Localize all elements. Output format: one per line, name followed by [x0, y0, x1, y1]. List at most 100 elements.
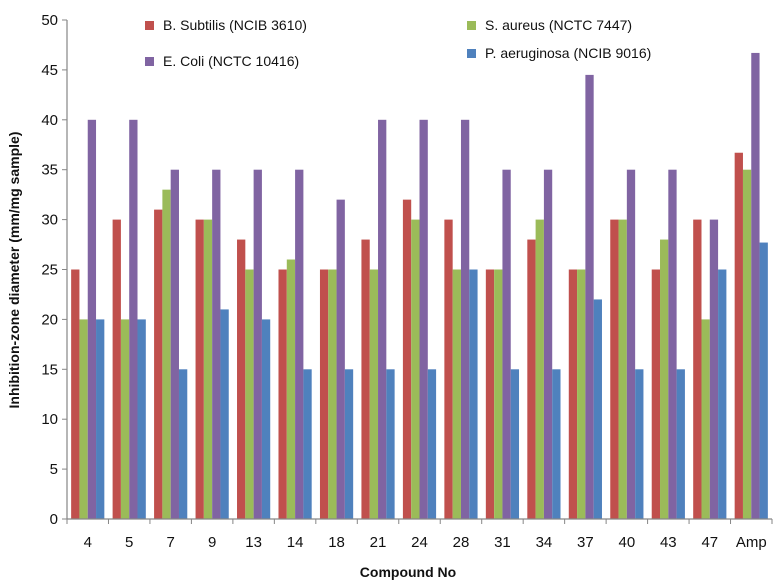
- bar-e-34: [543, 169, 553, 519]
- bar-b-24: [402, 199, 412, 519]
- bar-p-5: [137, 319, 146, 519]
- legend-label: B. Subtilis (NCIB 3610): [163, 17, 307, 33]
- bar-s-21: [369, 269, 379, 519]
- bar-b-28: [444, 219, 453, 519]
- bar-b-amp: [734, 152, 743, 520]
- bar-s-18: [328, 269, 337, 519]
- x-tick-label: 47: [701, 534, 718, 551]
- bar-e-47: [709, 219, 719, 519]
- x-tick-label: 40: [619, 534, 636, 551]
- bar-e-21: [378, 119, 387, 520]
- bar-p-7: [178, 369, 188, 519]
- bar-s-31: [494, 269, 503, 519]
- bar-p-47: [718, 269, 727, 519]
- bar-b-40: [610, 219, 619, 519]
- legend-item: E. Coli (NCTC 10416): [145, 53, 299, 69]
- bar-b-37: [568, 269, 578, 519]
- y-tick-label: 50: [41, 12, 58, 29]
- bar-b-13: [237, 239, 246, 519]
- bar-p-24: [427, 369, 437, 519]
- bar-e-28: [460, 119, 470, 520]
- bar-b-5: [112, 219, 121, 519]
- bar-s-34: [535, 219, 544, 519]
- bar-s-40: [618, 219, 627, 519]
- bar-e-37: [585, 74, 594, 519]
- x-tick-label: 34: [536, 534, 553, 551]
- x-tick-label: 21: [370, 534, 387, 551]
- x-tick-label: 9: [208, 534, 216, 551]
- y-axis-title: Inhibition-zone diameter (mm/mg sample): [6, 132, 22, 409]
- legend: B. Subtilis (NCIB 3610) S. aureus (NCTC 7…: [145, 17, 651, 69]
- bar-s-24: [411, 219, 420, 519]
- y-tick-label: 25: [41, 262, 58, 279]
- x-axis-title: Compound No: [360, 564, 456, 580]
- legend-item: B. Subtilis (NCIB 3610): [145, 17, 307, 33]
- legend-label: S. aureus (NCTC 7447): [485, 17, 632, 33]
- x-tick-label: 31: [494, 534, 511, 551]
- bar-e-31: [502, 169, 511, 519]
- bar-p-14: [303, 369, 312, 519]
- y-tick-label: 35: [41, 162, 58, 179]
- bar-e-24: [419, 119, 428, 520]
- x-tick-label: 24: [411, 534, 428, 551]
- x-tick-label: 13: [245, 534, 262, 551]
- bar-s-47: [701, 319, 710, 519]
- bar-p-37: [593, 299, 602, 519]
- legend-swatch: [145, 57, 154, 66]
- bar-s-37: [577, 269, 586, 519]
- bar-p-13: [261, 319, 271, 519]
- x-tick-label: Amp: [736, 534, 767, 551]
- y-tick-label: 45: [41, 62, 58, 79]
- bar-e-40: [626, 169, 636, 519]
- y-tick-label: 15: [41, 361, 58, 378]
- bar-e-amp: [751, 52, 760, 520]
- bar-s-amp: [742, 169, 752, 519]
- bar-e-9: [212, 169, 221, 519]
- legend-item: P. aeruginosa (NCIB 9016): [467, 45, 651, 61]
- legend-label: E. Coli (NCTC 10416): [163, 53, 299, 69]
- y-tick-label: 40: [41, 112, 58, 129]
- y-tick-label: 30: [41, 212, 58, 229]
- bar-e-7: [170, 169, 179, 519]
- x-tick-label: 43: [660, 534, 677, 551]
- bar-e-13: [253, 169, 262, 519]
- x-tick-label: 28: [453, 534, 470, 551]
- bar-b-14: [278, 269, 287, 519]
- bar-b-7: [154, 209, 163, 519]
- bar-p-4: [96, 319, 105, 519]
- bars-layer: [71, 52, 768, 520]
- bar-s-9: [203, 219, 213, 519]
- bar-e-18: [336, 199, 345, 519]
- bar-p-18: [344, 369, 354, 519]
- bar-p-40: [635, 369, 644, 519]
- x-tick-label: 37: [577, 534, 594, 551]
- bar-b-21: [361, 239, 370, 519]
- y-tick-label: 0: [50, 511, 58, 528]
- bar-p-9: [220, 309, 229, 519]
- legend-swatch: [145, 21, 154, 30]
- bar-s-43: [660, 239, 669, 519]
- bar-b-43: [651, 269, 661, 519]
- x-tick-label: 14: [287, 534, 304, 551]
- bar-b-18: [319, 269, 329, 519]
- bar-s-5: [120, 319, 130, 519]
- bar-e-43: [668, 169, 677, 519]
- bar-s-13: [245, 269, 254, 519]
- legend-item: S. aureus (NCTC 7447): [467, 17, 632, 33]
- bar-p-43: [676, 369, 685, 519]
- bar-b-31: [485, 269, 495, 519]
- legend-label: P. aeruginosa (NCIB 9016): [485, 45, 651, 61]
- bar-p-28: [469, 269, 478, 519]
- bar-e-5: [129, 119, 138, 520]
- bar-b-9: [195, 219, 204, 519]
- x-tick-label: 4: [84, 534, 92, 551]
- bar-p-34: [552, 369, 561, 519]
- y-tick-label: 5: [50, 461, 58, 478]
- bar-s-14: [286, 259, 296, 519]
- bar-p-amp: [759, 242, 768, 520]
- bar-b-4: [71, 269, 80, 519]
- bar-s-4: [79, 319, 88, 519]
